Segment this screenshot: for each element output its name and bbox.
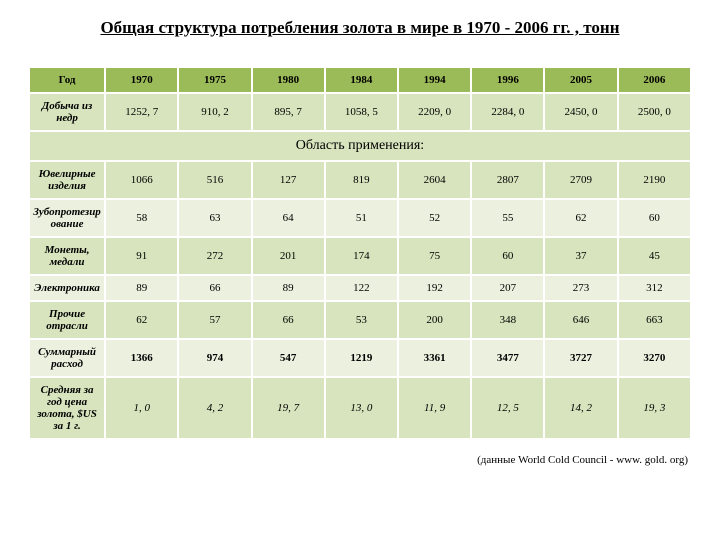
row-label: Зубопротезир ование [29,199,105,237]
cell-value: 547 [252,339,325,377]
cell-value: 2604 [398,161,471,199]
page-title: Общая структура потребления золота в мир… [28,18,692,38]
table-row: Средняя за год цена золота, $US за 1 г.1… [29,377,691,439]
cell-value: 60 [471,237,544,275]
header-year: 1996 [471,67,544,93]
cell-value: 51 [325,199,398,237]
cell-value: 1058, 5 [325,93,398,131]
cell-value: 2450, 0 [544,93,617,131]
table-row: Ювелирные изделия10665161278192604280727… [29,161,691,199]
cell-value: 1366 [105,339,178,377]
table-row: Суммарный расход136697454712193361347737… [29,339,691,377]
cell-value: 1066 [105,161,178,199]
cell-value: 974 [178,339,251,377]
data-table: Год19701975198019841994199620052006Добыч… [28,66,692,440]
cell-value: 89 [105,275,178,301]
cell-value: 14, 2 [544,377,617,439]
cell-value: 4, 2 [178,377,251,439]
cell-value: 201 [252,237,325,275]
cell-value: 60 [618,199,691,237]
cell-value: 312 [618,275,691,301]
row-label: Средняя за год цена золота, $US за 1 г. [29,377,105,439]
header-year: 1984 [325,67,398,93]
cell-value: 3361 [398,339,471,377]
table-row: Монеты, медали9127220117475603745 [29,237,691,275]
cell-value: 58 [105,199,178,237]
cell-value: 819 [325,161,398,199]
cell-value: 646 [544,301,617,339]
cell-value: 192 [398,275,471,301]
cell-value: 273 [544,275,617,301]
row-label: Электроника [29,275,105,301]
cell-value: 1, 0 [105,377,178,439]
cell-value: 13, 0 [325,377,398,439]
cell-value: 2209, 0 [398,93,471,131]
header-year: 1970 [105,67,178,93]
cell-value: 45 [618,237,691,275]
header-year: 1980 [252,67,325,93]
cell-value: 348 [471,301,544,339]
cell-value: 174 [325,237,398,275]
row-label: Добыча из недр [29,93,105,131]
cell-value: 91 [105,237,178,275]
page: Общая структура потребления золота в мир… [0,0,720,540]
cell-value: 2709 [544,161,617,199]
cell-value: 66 [178,275,251,301]
cell-value: 55 [471,199,544,237]
cell-value: 89 [252,275,325,301]
cell-value: 127 [252,161,325,199]
cell-value: 895, 7 [252,93,325,131]
table-row: Электроника896689122192207273312 [29,275,691,301]
source-note: (данные World Cold Council - www. gold. … [28,454,692,466]
cell-value: 2190 [618,161,691,199]
cell-value: 62 [105,301,178,339]
cell-value: 53 [325,301,398,339]
cell-value: 66 [252,301,325,339]
row-label: Ювелирные изделия [29,161,105,199]
cell-value: 19, 3 [618,377,691,439]
cell-value: 2807 [471,161,544,199]
row-label: Монеты, медали [29,237,105,275]
cell-value: 663 [618,301,691,339]
cell-value: 63 [178,199,251,237]
cell-value: 2284, 0 [471,93,544,131]
header-label: Год [29,67,105,93]
header-year: 1975 [178,67,251,93]
cell-value: 200 [398,301,471,339]
cell-value: 3727 [544,339,617,377]
cell-value: 516 [178,161,251,199]
header-year: 1994 [398,67,471,93]
cell-value: 75 [398,237,471,275]
table-header-row: Год19701975198019841994199620052006 [29,67,691,93]
cell-value: 12, 5 [471,377,544,439]
row-label: Прочие отрасли [29,301,105,339]
cell-value: 37 [544,237,617,275]
cell-value: 52 [398,199,471,237]
table-row-mining: Добыча из недр1252, 7910, 2895, 71058, 5… [29,93,691,131]
cell-value: 62 [544,199,617,237]
header-year: 2005 [544,67,617,93]
cell-value: 11, 9 [398,377,471,439]
cell-value: 3270 [618,339,691,377]
cell-value: 64 [252,199,325,237]
cell-value: 2500, 0 [618,93,691,131]
table-section-row: Область применения: [29,131,691,161]
cell-value: 19, 7 [252,377,325,439]
cell-value: 122 [325,275,398,301]
cell-value: 1219 [325,339,398,377]
cell-value: 3477 [471,339,544,377]
header-year: 2006 [618,67,691,93]
table-row: Зубопротезир ование5863645152556260 [29,199,691,237]
cell-value: 57 [178,301,251,339]
cell-value: 910, 2 [178,93,251,131]
section-label: Область применения: [29,131,691,161]
cell-value: 207 [471,275,544,301]
cell-value: 272 [178,237,251,275]
table-row: Прочие отрасли62576653200348646663 [29,301,691,339]
cell-value: 1252, 7 [105,93,178,131]
row-label: Суммарный расход [29,339,105,377]
